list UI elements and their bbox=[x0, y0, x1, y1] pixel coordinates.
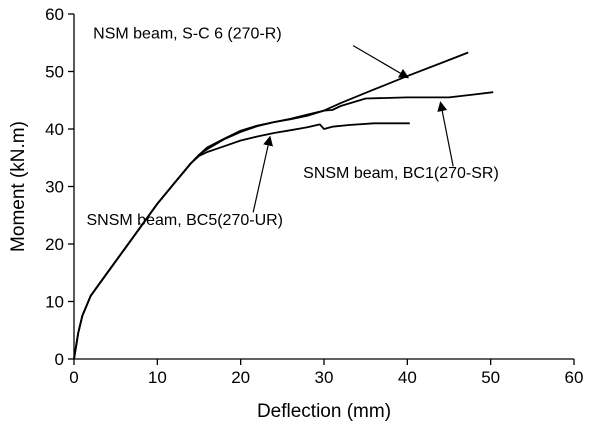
annotation-label-1: NSM beam, S-C 6 (270-R) bbox=[93, 26, 282, 43]
x-tick-label: 40 bbox=[398, 368, 417, 387]
y-tick-label: 20 bbox=[45, 235, 64, 254]
x-axis-title: Deflection (mm) bbox=[257, 401, 391, 422]
x-tick-label: 30 bbox=[315, 368, 334, 387]
y-tick-label: 30 bbox=[45, 178, 64, 197]
x-tick-label: 20 bbox=[231, 368, 250, 387]
annotation-arrow-1 bbox=[352, 45, 410, 79]
annotation-arrow-2 bbox=[437, 101, 454, 167]
x-tick-label: 0 bbox=[69, 368, 78, 387]
series-line-3 bbox=[73, 122, 410, 360]
y-axis-title: Moment (kN.m) bbox=[8, 121, 29, 252]
y-tick-label: 60 bbox=[45, 5, 64, 24]
x-tick-label: 50 bbox=[481, 368, 500, 387]
series-line-1 bbox=[73, 51, 469, 360]
x-tick-label: 60 bbox=[565, 368, 584, 387]
y-tick-label: 10 bbox=[45, 293, 64, 312]
annotation-label-2: SNSM beam, BC1(270-SR) bbox=[303, 165, 499, 182]
annotation-arrow-3 bbox=[252, 135, 273, 213]
y-tick-label: 40 bbox=[45, 120, 64, 139]
series-group bbox=[73, 51, 494, 360]
annotations: NSM beam, S-C 6 (270-R) SNSM beam, BC1(27… bbox=[87, 26, 499, 229]
y-tick-label: 50 bbox=[45, 63, 64, 82]
x-tick-label: 10 bbox=[148, 368, 167, 387]
annotation-label-3: SNSM beam, BC5(270-UR) bbox=[87, 212, 284, 229]
axes: 0 10 20 30 40 50 60 0 10 20 30 40 50 60 bbox=[45, 5, 583, 387]
y-tick-label: 0 bbox=[55, 350, 64, 369]
